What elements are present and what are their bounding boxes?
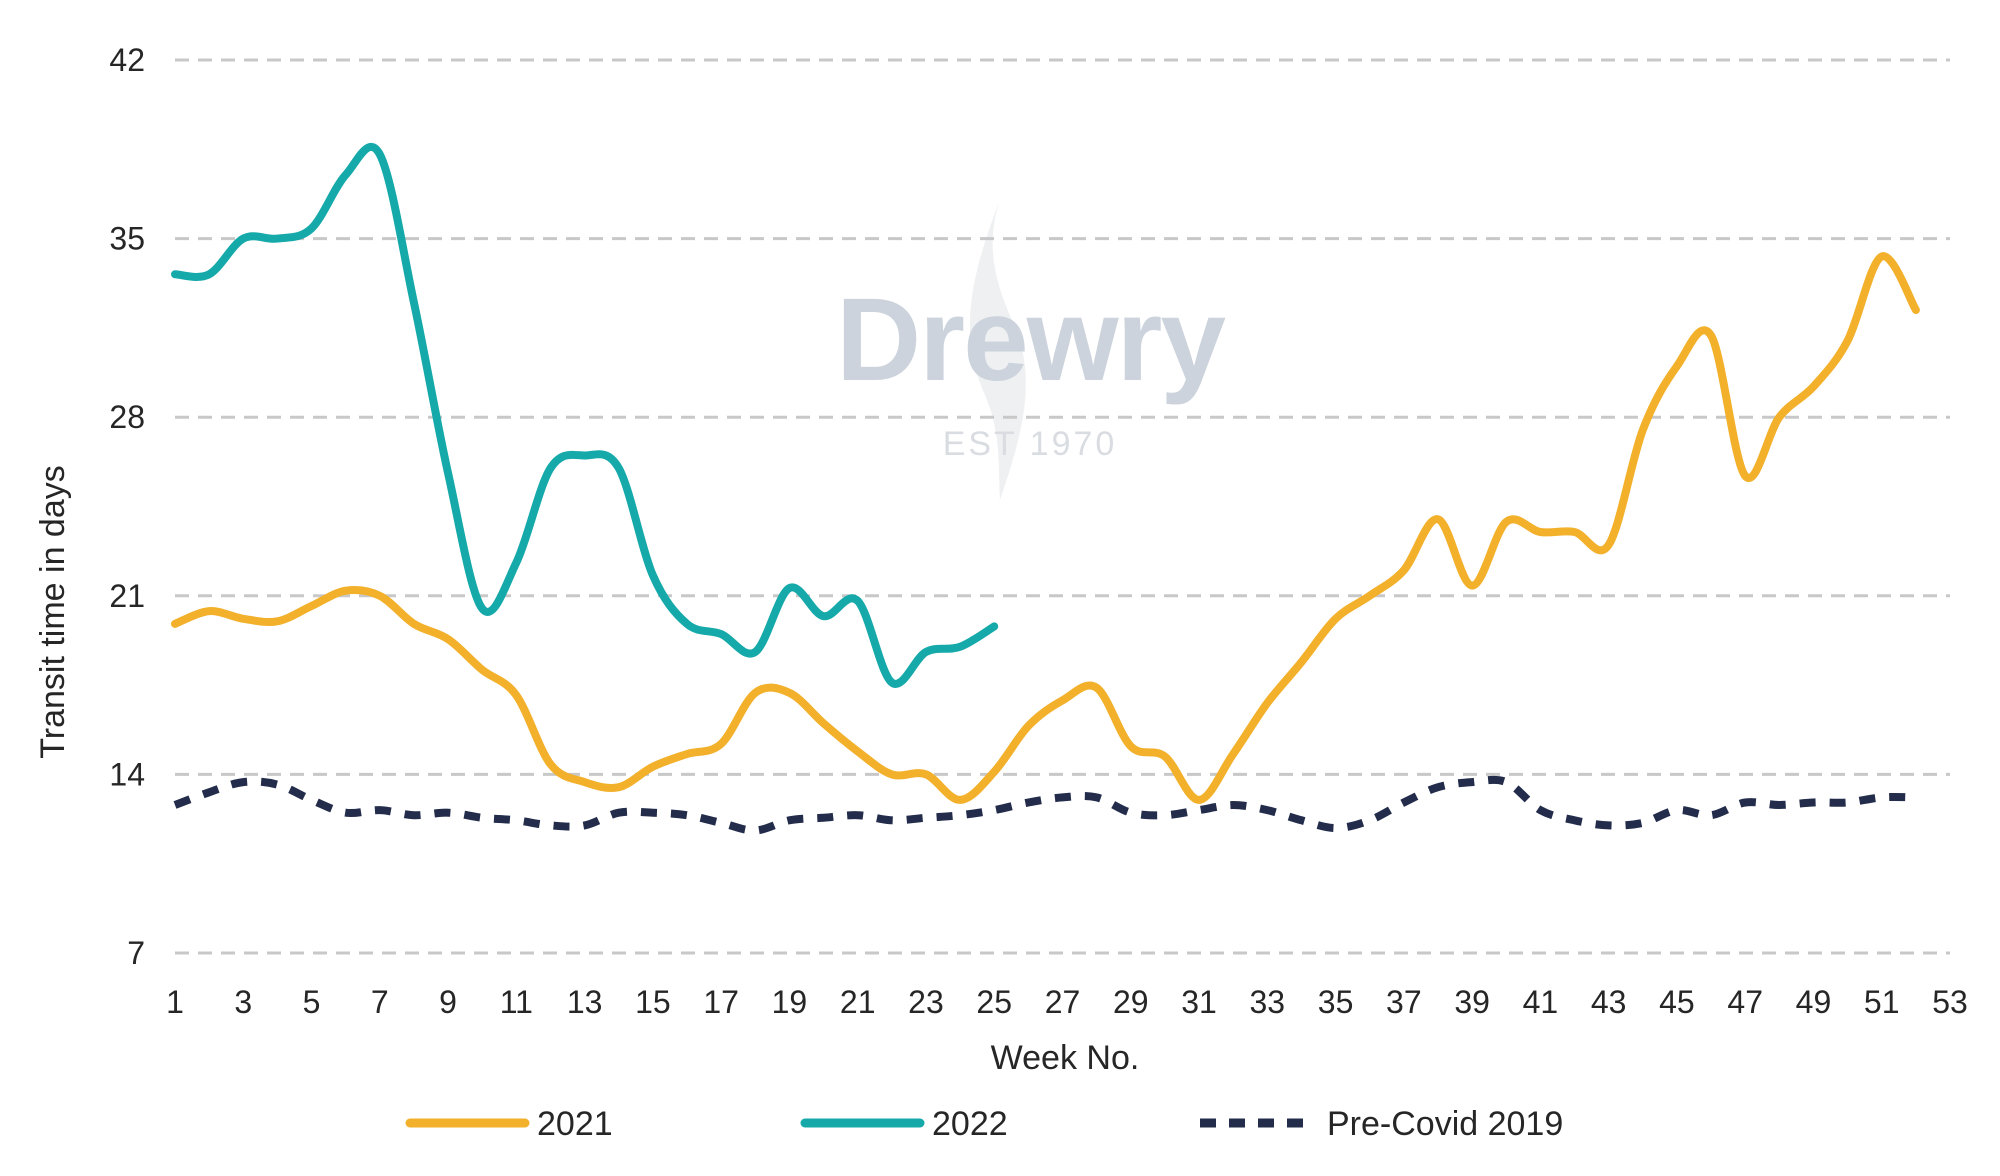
x-tick-label: 5 xyxy=(303,984,321,1020)
x-tick-label: 47 xyxy=(1727,984,1763,1020)
x-tick-label: 19 xyxy=(772,984,808,1020)
x-tick-label: 39 xyxy=(1454,984,1490,1020)
x-tick-label: 15 xyxy=(635,984,671,1020)
x-tick-label: 27 xyxy=(1045,984,1081,1020)
legend-label: 2021 xyxy=(537,1105,613,1143)
y-tick-label: 7 xyxy=(127,935,145,971)
x-axis-title: Week No. xyxy=(991,1039,1140,1077)
y-tick-label: 28 xyxy=(109,399,145,435)
watermark-brand: Drewry xyxy=(836,274,1225,406)
x-tick-label: 51 xyxy=(1864,984,1900,1020)
y-axis-ticks: 7 14 21 28 35 42 xyxy=(109,42,145,971)
series-line-pre-covid-2019 xyxy=(173,775,1916,835)
x-axis-ticks: 1 3 5 7 9 11 13 15 17 19 21 23 25 27 29 31 33 35 37 39 41 43 4… xyxy=(166,984,1968,1020)
legend-label: Pre-Covid 2019 xyxy=(1327,1105,1563,1143)
x-tick-label: 13 xyxy=(567,984,603,1020)
x-tick-label: 45 xyxy=(1659,984,1695,1020)
x-tick-label: 3 xyxy=(234,984,252,1020)
x-tick-label: 1 xyxy=(166,984,184,1020)
y-tick-label: 21 xyxy=(109,578,145,614)
x-tick-label: 21 xyxy=(840,984,876,1020)
x-tick-label: 37 xyxy=(1386,984,1422,1020)
y-tick-label: 14 xyxy=(109,756,145,792)
y-axis-title: Transit time in days xyxy=(34,465,72,759)
x-tick-label: 53 xyxy=(1932,984,1968,1020)
legend-label: 2022 xyxy=(932,1105,1008,1143)
series-lines xyxy=(171,142,1920,835)
x-tick-label: 7 xyxy=(371,984,389,1020)
x-tick-label: 9 xyxy=(439,984,457,1020)
series-line-2022 xyxy=(171,142,999,688)
y-tick-label: 42 xyxy=(109,42,145,78)
x-tick-label: 17 xyxy=(703,984,739,1020)
x-tick-label: 33 xyxy=(1250,984,1286,1020)
x-tick-label: 49 xyxy=(1796,984,1832,1020)
x-tick-label: 35 xyxy=(1318,984,1354,1020)
drewry-watermark: Drewry EST 1970 xyxy=(836,200,1227,500)
x-tick-label: 41 xyxy=(1523,984,1559,1020)
x-tick-label: 11 xyxy=(500,984,533,1020)
x-tick-label: 31 xyxy=(1181,984,1217,1020)
x-tick-label: 25 xyxy=(976,984,1012,1020)
x-tick-label: 43 xyxy=(1591,984,1627,1020)
legend: 2021 2022 Pre-Covid 2019 xyxy=(405,1105,1563,1143)
y-tick-label: 35 xyxy=(109,221,145,257)
flame-icon xyxy=(969,200,1026,500)
x-tick-label: 23 xyxy=(908,984,944,1020)
x-tick-label: 29 xyxy=(1113,984,1149,1020)
grid-lines xyxy=(175,58,1950,955)
series-line-2021 xyxy=(171,252,1920,804)
watermark-est: EST 1970 xyxy=(943,425,1118,463)
